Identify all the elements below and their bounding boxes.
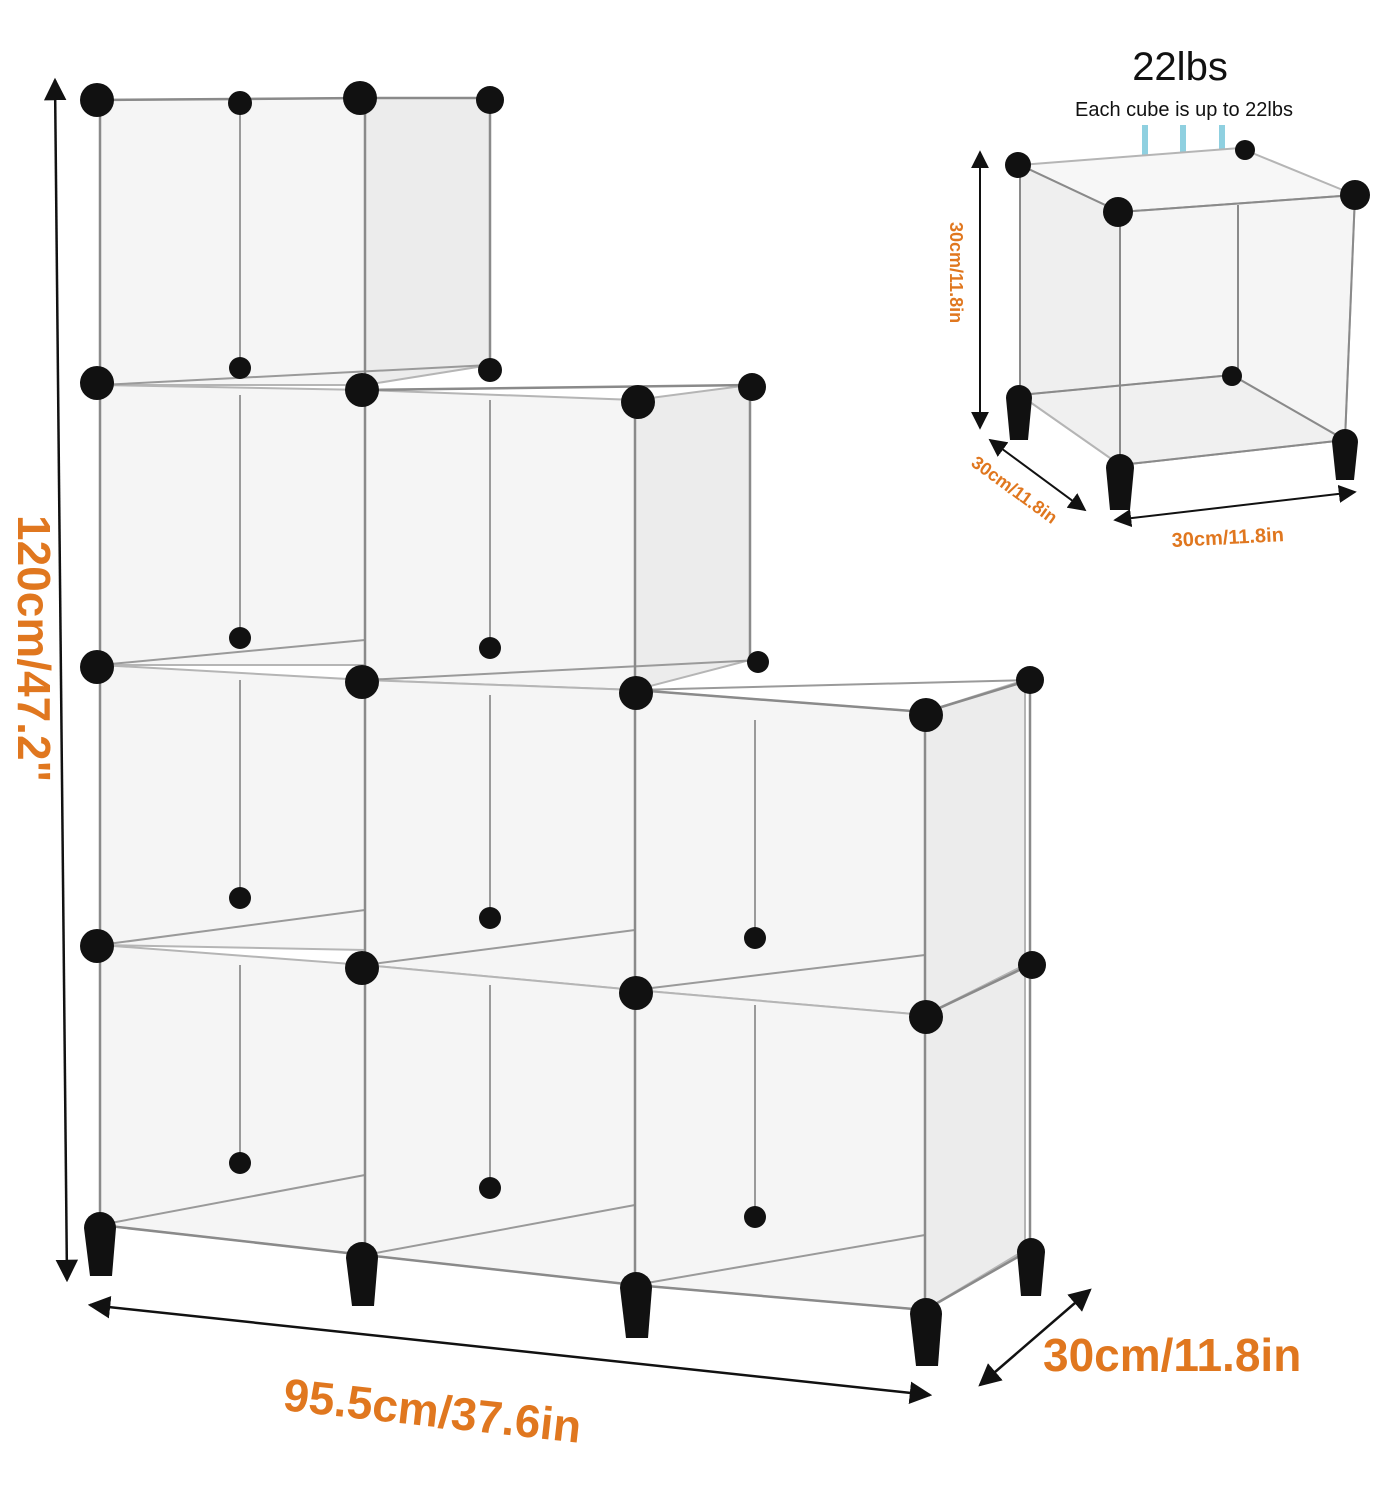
single-cube-connectors	[1005, 140, 1370, 510]
single-cube-inset: 22lbs Each cube is up to 22lbs	[946, 45, 1370, 552]
single-cube-dimension-arrows	[971, 150, 1357, 528]
depth-arrow	[978, 1288, 1092, 1387]
single-cube-frame	[1019, 164, 1356, 466]
cube-organizer	[80, 81, 1046, 1366]
width-arrow	[87, 1295, 933, 1405]
cube-connectors	[80, 81, 1046, 1228]
height-label: 120cm/47.2"	[8, 515, 60, 782]
height-arrow	[43, 77, 79, 1283]
load-caption: Each cube is up to 22lbs	[1075, 99, 1293, 121]
single-cube-height-label: 30cm/11.8in	[946, 222, 966, 323]
width-label: 95.5cm/37.6in	[281, 1368, 584, 1453]
load-title: 22lbs	[1132, 45, 1228, 89]
cube-back-edges	[99, 105, 1031, 1286]
cube-panels	[99, 96, 1026, 1312]
single-cube-depth-label: 30cm/11.8in	[968, 452, 1062, 528]
depth-label: 30cm/11.8in	[1043, 1329, 1301, 1381]
single-cube-width-label: 30cm/11.8in	[1171, 524, 1284, 552]
main-dimension-arrows	[43, 77, 1092, 1405]
